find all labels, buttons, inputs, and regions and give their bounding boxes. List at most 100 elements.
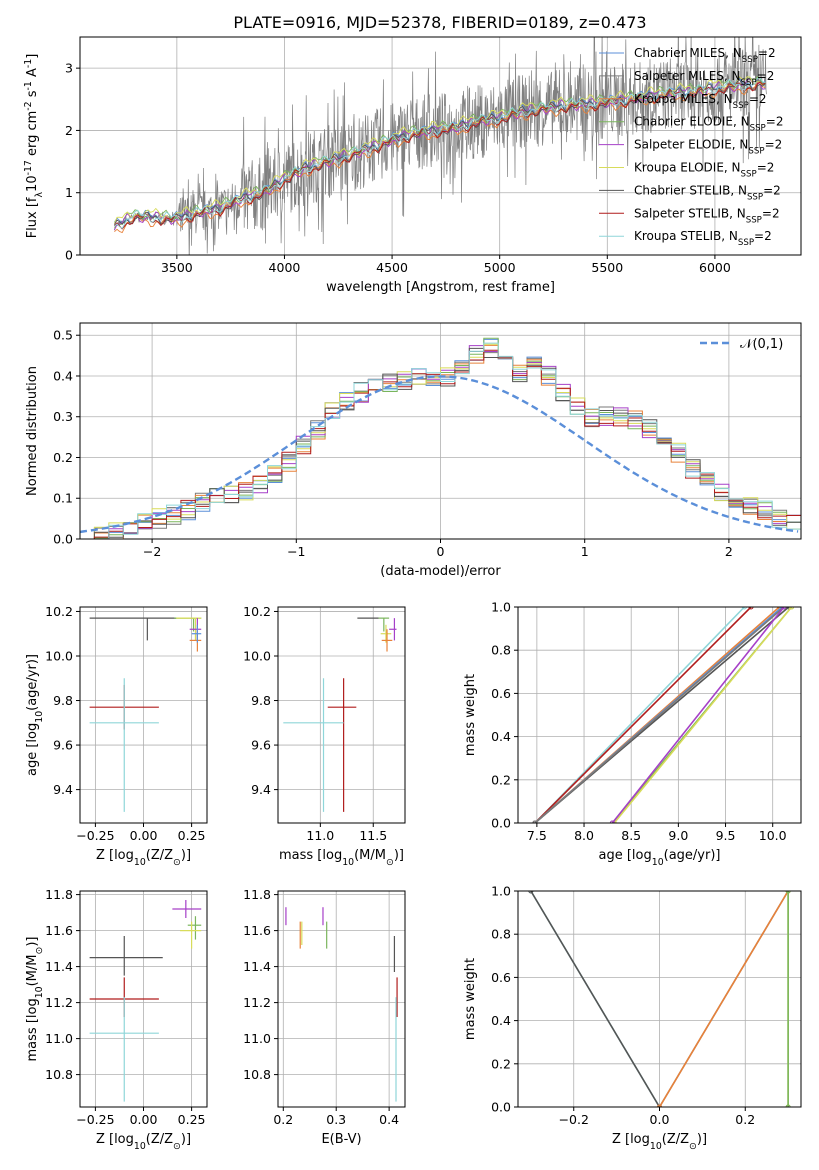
cdf-line-chabrier-stelib <box>530 891 661 1107</box>
x-tick-label: 2 <box>725 544 733 559</box>
plot-content <box>113 37 767 255</box>
cdf-line-kroupa-elodie-marker <box>789 607 795 610</box>
y-axis-label: Flux [fλ10-17 erg cm-2 s-1 A-1] <box>23 54 45 239</box>
y-axis-label: Normed distribution <box>25 366 40 496</box>
x-tick-label: 5000 <box>484 260 516 275</box>
y-tick-label: 1 <box>65 185 73 200</box>
ticks: 3500 4000 4500 5000 5500 6000 0 1 2 3 <box>65 61 731 275</box>
x-tick-label: −2 <box>143 544 161 559</box>
y-tick-label: 0.8 <box>491 927 511 942</box>
spectrum-panel: 3500 4000 4500 5000 5500 6000 0 1 2 3 wavelength [… <box>23 36 802 295</box>
y-tick-label: 0.6 <box>491 686 511 701</box>
x-tick-label: 4500 <box>376 260 408 275</box>
ticks: −2 −1 0 1 2 0.0 0.1 0.2 0.3 0.4 0.5 <box>53 328 733 559</box>
plot-panels: 3500 4000 4500 5000 5500 6000 0 1 2 3 wavelength [… <box>23 36 802 1152</box>
cdf-line-kroupa-stelib-marker <box>741 607 747 610</box>
y-tick-label: 10.8 <box>243 1067 271 1082</box>
legend-entry: Salpeter ELODIE, NSSP=2 <box>634 138 782 157</box>
plot-content <box>89 617 202 812</box>
x-tick-label: 11.0 <box>306 828 334 843</box>
plot-content <box>283 617 397 812</box>
x-axis-label: Z [log10(Z/Z⊙)] <box>96 1132 191 1152</box>
figure-title: PLATE=0916, MJD=52378, FIBERID=0189, z=0… <box>233 13 646 32</box>
legend-entry: 𝒩(0,1) <box>740 337 783 352</box>
plot-content <box>89 900 202 1102</box>
x-tick-label: −0.25 <box>76 1112 114 1127</box>
y-tick-label: 9.4 <box>53 782 73 797</box>
legend-entry: Chabrier MILES, NSSP=2 <box>634 46 776 65</box>
y-tick-label: 9.8 <box>53 693 73 708</box>
plot-content <box>532 607 795 823</box>
gridlines <box>278 607 405 823</box>
axes-frame <box>277 890 406 1108</box>
x-tick-label: 9.5 <box>716 828 736 843</box>
x-tick-label: 0.2 <box>273 1112 293 1127</box>
cdf-line-salpeter-miles <box>534 607 785 823</box>
ticks: −0.25 0.00 0.25 10.8 11.0 11.2 11.4 11.6 11.8 <box>45 887 205 1127</box>
ticks: 0.2 0.3 0.4 10.8 11.0 11.2 11.4 11.6 11.8 <box>243 887 399 1127</box>
cdf-line-chabrier-stelib-marker <box>786 607 792 610</box>
x-tick-label: 7.5 <box>527 828 547 843</box>
y-tick-label: 1.0 <box>491 600 511 615</box>
y-tick-label: 0.3 <box>53 409 73 424</box>
model-spectrum-kroupa-stelib <box>114 77 766 229</box>
cdf-age-panel: 7.5 8.0 8.5 9.0 9.5 10.0 0.0 0.2 0.4 0.6 0.8 1.0 age… <box>463 600 802 868</box>
axes-frame <box>79 322 802 540</box>
y-tick-label: 11.8 <box>243 887 271 902</box>
y-axis-label: mass weight <box>463 674 478 756</box>
y-tick-label: 11.4 <box>243 959 271 974</box>
legend-entry: Salpeter STELIB, NSSP=2 <box>634 206 780 225</box>
legend-entry: Salpeter MILES, NSSP=2 <box>634 69 774 88</box>
x-axis-label: age [log10(age/yr)] <box>599 848 721 868</box>
axes-frame <box>277 606 406 824</box>
y-tick-label: 10.0 <box>243 648 271 663</box>
x-tick-label: 0.00 <box>130 1112 158 1127</box>
axes-frame <box>79 606 208 824</box>
ticks: 11.0 11.5 9.4 9.6 9.8 10.0 10.2 <box>243 604 387 843</box>
x-tick-label: 0.25 <box>178 828 206 843</box>
legend-entry: Kroupa MILES, NSSP=2 <box>634 92 767 111</box>
y-tick-label: 0.1 <box>53 491 73 506</box>
y-tick-label: 11.4 <box>45 959 73 974</box>
legend-entry: Kroupa ELODIE, NSSP=2 <box>634 161 774 180</box>
cdf-line-chabrier-stelib-marker <box>528 891 534 894</box>
gridlines <box>80 607 207 823</box>
x-tick-label: 0 <box>437 544 445 559</box>
y-tick-label: 10.2 <box>243 604 271 619</box>
gridlines <box>278 891 405 1107</box>
mass-vs-Z-panel: −0.25 0.00 0.25 10.8 11.0 11.2 11.4 11.6 11.8 Z [… <box>25 887 208 1152</box>
x-tick-label: −0.2 <box>559 1112 589 1127</box>
y-tick-label: 0.6 <box>491 970 511 985</box>
cdf-line-salpeter-elodie <box>611 607 785 823</box>
y-tick-label: 0.2 <box>53 450 73 465</box>
y-tick-label: 0 <box>65 248 73 263</box>
model-spectrum-kroupa-elodie <box>113 76 766 224</box>
cdf-Z-panel: −0.2 0.0 0.2 0.0 0.2 0.4 0.6 0.8 1.0 Z [log10(Z/Z… <box>463 884 802 1152</box>
y-tick-label: 11.2 <box>45 995 73 1010</box>
y-tick-label: 0.8 <box>491 643 511 658</box>
y-tick-label: 0.4 <box>491 1013 511 1028</box>
x-tick-label: 5500 <box>591 260 623 275</box>
y-tick-label: 10.8 <box>45 1067 73 1082</box>
legend-entry: Chabrier STELIB, NSSP=2 <box>634 183 781 202</box>
x-tick-label: 6000 <box>699 260 731 275</box>
model-spectrum-chabrier-stelib <box>114 79 766 225</box>
histogram-kroupa-stelib <box>80 342 801 539</box>
y-tick-label: 0.2 <box>491 1056 511 1071</box>
x-tick-label: 0.2 <box>735 1112 755 1127</box>
ticks: 7.5 8.0 8.5 9.0 9.5 10.0 0.0 0.2 0.4 0.6 0.8 1.0 <box>491 600 787 844</box>
y-tick-label: 0.0 <box>491 1100 511 1115</box>
y-tick-label: 10.2 <box>45 604 73 619</box>
age-vs-mass-panel: 11.0 11.5 9.4 9.6 9.8 10.0 10.2 mass [log10(M/M… <box>243 604 406 868</box>
x-axis-label: Z [log10(Z/Z⊙)] <box>612 1132 707 1152</box>
y-tick-label: 11.2 <box>243 995 271 1010</box>
residuals-legend: 𝒩(0,1) <box>700 337 783 352</box>
normal-curve <box>80 375 799 534</box>
y-tick-label: 11.0 <box>45 1031 73 1046</box>
x-tick-label: 8.5 <box>621 828 641 843</box>
model-spectrum-salpeter-stelib <box>114 81 766 230</box>
y-tick-label: 9.6 <box>251 738 271 753</box>
x-tick-label: 0.00 <box>130 828 158 843</box>
y-tick-label: 0.2 <box>491 772 511 787</box>
